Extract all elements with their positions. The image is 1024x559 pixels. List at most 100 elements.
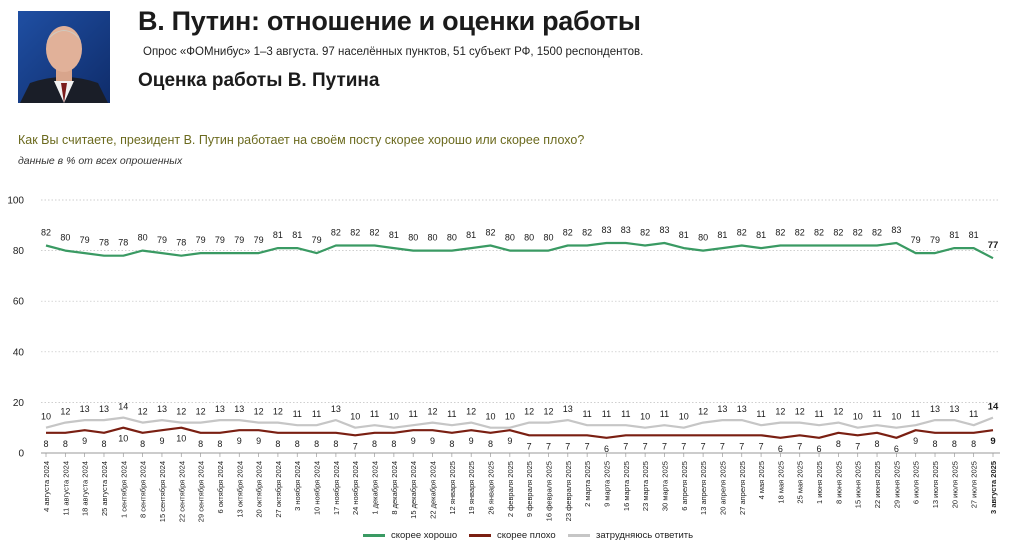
x-tick-label-16: 24 ноября 2024 bbox=[351, 461, 360, 515]
data-label-bad-9: 8 bbox=[217, 439, 222, 449]
x-tick-label-44: 29 июня 2025 bbox=[892, 461, 901, 508]
data-label-good-40: 82 bbox=[814, 228, 824, 238]
data-label-unsure-31: 10 bbox=[640, 412, 650, 422]
data-label-good-32: 83 bbox=[659, 225, 669, 235]
data-label-bad-28: 7 bbox=[585, 441, 590, 451]
x-tick-label-7: 22 сентября 2024 bbox=[177, 461, 186, 522]
data-label-unsure-21: 11 bbox=[447, 409, 456, 419]
series-line-unsure bbox=[45, 416, 994, 429]
legend-swatch-unsure bbox=[568, 534, 590, 537]
data-label-good-2: 79 bbox=[80, 235, 90, 245]
x-tick-label-9: 6 октября 2024 bbox=[216, 461, 225, 514]
data-label-unsure-9: 13 bbox=[215, 404, 225, 414]
data-label-good-34: 80 bbox=[698, 233, 708, 243]
x-tick-label-20: 22 декабря 2024 bbox=[429, 461, 438, 519]
data-label-good-4: 78 bbox=[118, 238, 128, 248]
data-label-unsure-40: 11 bbox=[814, 409, 823, 419]
data-label-good-33: 81 bbox=[679, 230, 689, 240]
data-label-bad-23: 8 bbox=[488, 439, 493, 449]
data-label-unsure-6: 13 bbox=[157, 404, 167, 414]
data-label-bad-27: 7 bbox=[565, 441, 570, 451]
data-label-good-31: 82 bbox=[640, 228, 650, 238]
data-label-good-49: 77 bbox=[988, 240, 999, 251]
x-tick-label-31: 23 марта 2025 bbox=[641, 461, 650, 511]
line-chart: 0 20 40 60 80 100 4 августа 2024 11 августа 202… bbox=[7, 196, 1000, 522]
data-label-bad-49: 9 bbox=[990, 436, 995, 447]
x-tick-label-24: 2 февраля 2025 bbox=[506, 461, 515, 517]
data-label-bad-24: 9 bbox=[507, 436, 512, 446]
data-label-good-48: 81 bbox=[969, 230, 979, 240]
data-label-unsure-36: 13 bbox=[737, 404, 747, 414]
x-tick-label-35: 20 апреля 2025 bbox=[718, 461, 727, 515]
data-label-good-44: 83 bbox=[891, 225, 901, 235]
data-label-unsure-48: 11 bbox=[969, 409, 978, 419]
data-label-good-47: 81 bbox=[949, 230, 959, 240]
data-label-good-17: 82 bbox=[370, 228, 380, 238]
data-label-unsure-19: 11 bbox=[409, 409, 418, 419]
data-label-good-7: 78 bbox=[176, 238, 186, 248]
data-label-good-19: 80 bbox=[408, 233, 418, 243]
data-label-unsure-39: 12 bbox=[795, 407, 805, 417]
data-label-good-38: 82 bbox=[775, 228, 785, 238]
data-label-good-45: 79 bbox=[911, 235, 921, 245]
data-label-unsure-35: 13 bbox=[717, 404, 727, 414]
data-label-bad-0: 8 bbox=[43, 439, 48, 449]
survey-question: Как Вы считаете, президент В. Путин рабо… bbox=[18, 133, 585, 147]
data-label-unsure-29: 11 bbox=[602, 409, 611, 419]
data-label-bad-48: 8 bbox=[971, 439, 976, 449]
x-tick-label-26: 16 февраля 2025 bbox=[544, 461, 553, 521]
data-label-unsure-2: 13 bbox=[80, 404, 90, 414]
data-label-unsure-8: 12 bbox=[196, 407, 206, 417]
data-label-good-8: 79 bbox=[196, 235, 206, 245]
data-label-good-0: 82 bbox=[41, 228, 51, 238]
data-label-unsure-3: 13 bbox=[99, 404, 109, 414]
data-label-bad-22: 9 bbox=[469, 436, 474, 446]
data-label-bad-8: 8 bbox=[198, 439, 203, 449]
data-label-bad-2: 9 bbox=[82, 436, 87, 446]
x-tick-label-45: 6 июля 2025 bbox=[912, 461, 921, 504]
survey-subtitle: Опрос «ФОМнибус» 1–3 августа. 97 населён… bbox=[143, 46, 644, 58]
data-label-good-21: 80 bbox=[447, 233, 457, 243]
data-label-bad-18: 8 bbox=[391, 439, 396, 449]
data-label-good-6: 79 bbox=[157, 235, 167, 245]
legend-swatch-bad bbox=[469, 534, 491, 537]
data-label-unsure-15: 13 bbox=[331, 404, 341, 414]
x-tick-label-6: 15 сентября 2024 bbox=[158, 461, 167, 522]
data-label-bad-31: 7 bbox=[643, 441, 648, 451]
x-tick-label-0: 4 августа 2024 bbox=[42, 461, 51, 512]
data-label-good-15: 82 bbox=[331, 228, 341, 238]
data-label-unsure-49: 14 bbox=[988, 402, 999, 413]
data-label-bad-12: 8 bbox=[275, 439, 280, 449]
x-tick-label-14: 10 ноября 2024 bbox=[313, 461, 322, 515]
data-label-unsure-24: 10 bbox=[505, 412, 515, 422]
data-label-bad-17: 8 bbox=[372, 439, 377, 449]
data-label-bad-13: 8 bbox=[295, 439, 300, 449]
legend-swatch-good bbox=[363, 534, 385, 537]
data-label-good-36: 82 bbox=[737, 228, 747, 238]
x-tick-label-28: 2 марта 2025 bbox=[583, 461, 592, 507]
data-label-unsure-22: 12 bbox=[466, 407, 476, 417]
x-tick-label-29: 9 марта 2025 bbox=[602, 461, 611, 507]
data-label-bad-35: 7 bbox=[720, 441, 725, 451]
data-label-unsure-17: 11 bbox=[370, 409, 379, 419]
data-label-bad-39: 7 bbox=[797, 441, 802, 451]
data-label-good-22: 81 bbox=[466, 230, 476, 240]
data-label-good-20: 80 bbox=[428, 233, 438, 243]
data-label-good-39: 82 bbox=[795, 228, 805, 238]
data-label-bad-29: 6 bbox=[604, 444, 609, 454]
x-tick-label-40: 1 июня 2025 bbox=[815, 461, 824, 504]
x-tick-label-12: 27 октября 2024 bbox=[274, 461, 283, 518]
data-label-good-13: 81 bbox=[292, 230, 302, 240]
x-tick-label-2: 18 августа 2024 bbox=[81, 461, 90, 516]
data-label-unsure-20: 12 bbox=[428, 407, 438, 417]
data-label-good-41: 82 bbox=[833, 228, 843, 238]
x-tick-label-33: 6 апреля 2025 bbox=[680, 461, 689, 511]
data-label-bad-33: 7 bbox=[681, 441, 686, 451]
x-tick-label-25: 9 февраля 2025 bbox=[525, 461, 534, 517]
data-label-good-29: 83 bbox=[601, 225, 611, 235]
data-label-unsure-12: 12 bbox=[273, 407, 283, 417]
data-label-bad-15: 8 bbox=[333, 439, 338, 449]
x-tick-label-17: 1 декабря 2024 bbox=[371, 461, 380, 515]
data-label-unsure-16: 10 bbox=[350, 412, 360, 422]
data-label-unsure-34: 12 bbox=[698, 407, 708, 417]
